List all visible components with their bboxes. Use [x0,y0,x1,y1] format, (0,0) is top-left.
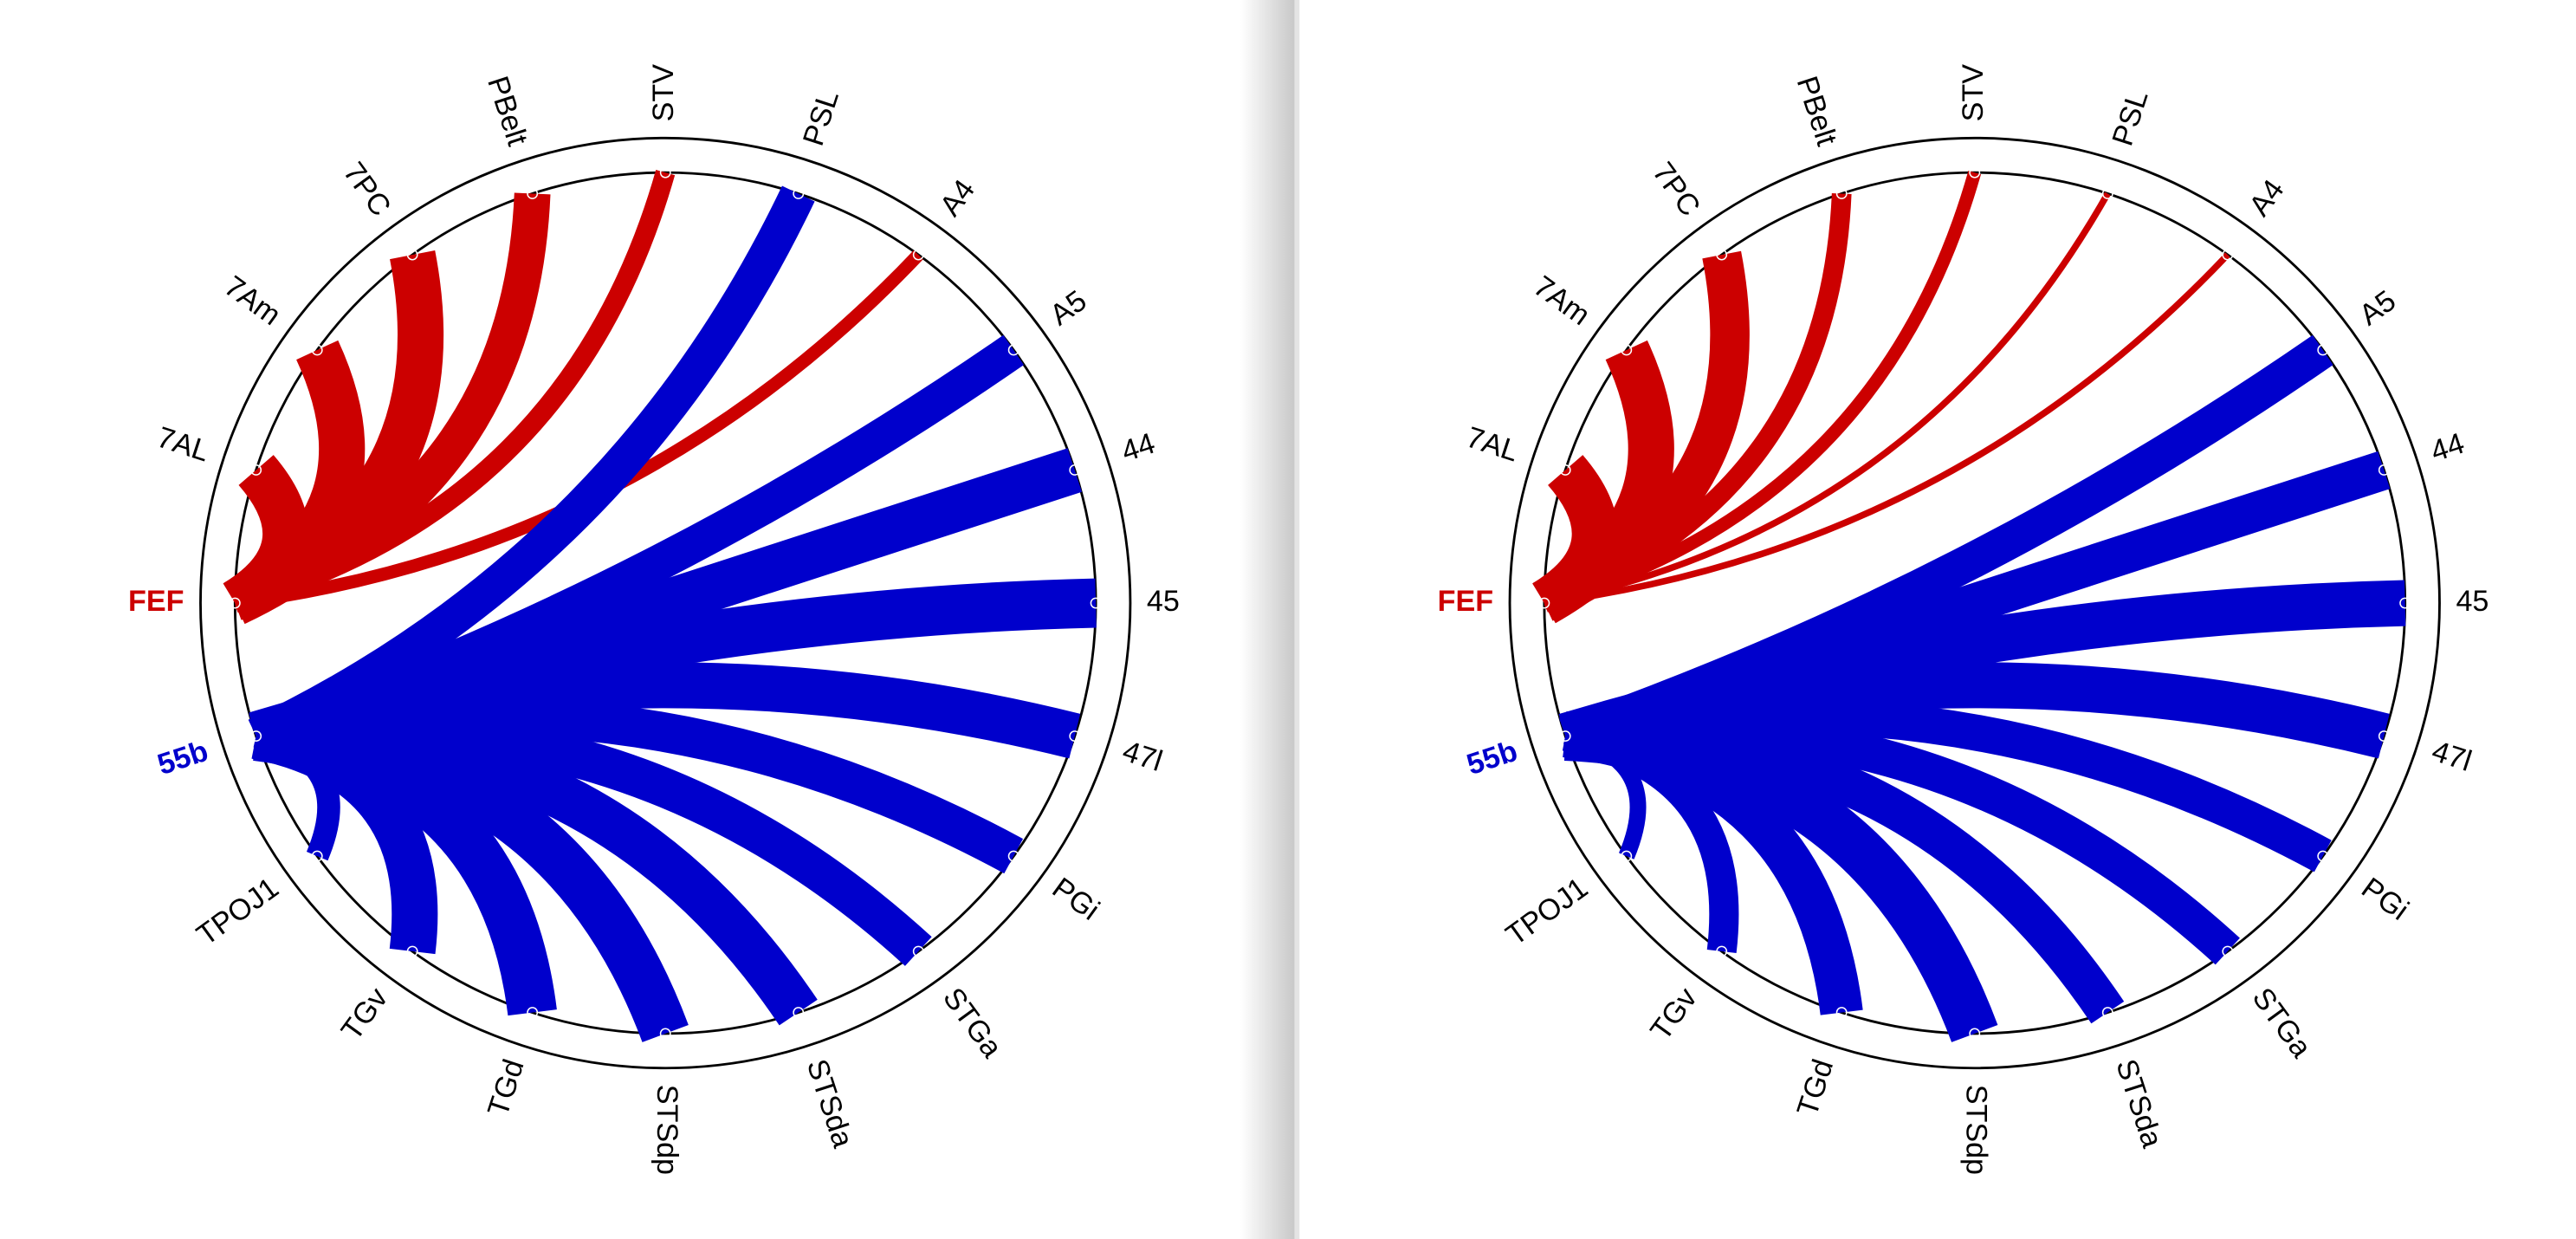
node-marker [1835,188,1848,199]
chord-diagram: STV PSLA4A5444547lPGiSTGaSTSdaSTSdpTGdTGv… [1438,64,2489,1175]
chord-diagram: STV PSLA4A5444547lPGiSTGaSTSdaSTSdpTGdTGv… [128,64,1180,1175]
link [1540,192,1852,613]
node-marker [1559,464,1571,476]
node-marker [2378,730,2390,743]
node-marker [659,166,671,178]
node-marker [311,344,323,356]
node-marker [912,945,924,957]
node-marker [1716,945,1728,957]
node-marker [1969,1028,1981,1040]
node-marker [2101,188,2113,199]
node-label: STSdp [1960,1085,1993,1175]
node-marker [311,850,323,862]
link [1544,191,2111,607]
node-marker [1621,344,1633,356]
node-marker [406,945,418,957]
node-label: STV [647,64,680,122]
node-marker [250,730,262,743]
node-marker [1090,597,1102,609]
node-marker [659,1028,671,1040]
node-marker [2317,344,2329,356]
node-marker [1969,166,1981,178]
node-marker [1716,249,1728,261]
node-label: STSdp [650,1085,683,1175]
outer-ring [1508,136,2441,1070]
divider [1294,0,1300,1239]
node-marker [2222,249,2234,261]
node-marker [912,249,924,261]
node-marker [1621,850,1633,862]
divider-shadow [1240,0,1295,1239]
node-label: STV [1957,64,1990,122]
node-label: FEF [128,585,184,618]
node-marker [1007,850,1019,862]
node-marker [406,249,418,261]
node-marker [2222,945,2234,957]
node-marker [2399,597,2411,609]
node-marker [1069,464,1081,476]
node-marker [793,188,805,199]
node-marker [1007,344,1019,356]
node-marker [2317,850,2329,862]
node-label: 45 [1147,585,1180,618]
link [1544,252,2230,607]
node-marker [2378,464,2390,476]
node-marker [1069,730,1081,743]
node-marker [1559,730,1571,743]
link [253,724,340,861]
node-label: 45 [2456,585,2489,618]
link [1542,171,1982,610]
link [232,170,676,613]
node-marker [527,188,539,199]
node-marker [250,464,262,476]
node-marker [1538,597,1550,609]
node-marker [1835,1007,1848,1019]
node-marker [527,1007,539,1019]
node-marker [229,597,241,609]
node-label: FEF [1438,585,1493,618]
outer-ring [199,136,1132,1070]
node-marker [793,1007,805,1019]
link [1563,728,1647,860]
node-marker [2101,1007,2113,1019]
